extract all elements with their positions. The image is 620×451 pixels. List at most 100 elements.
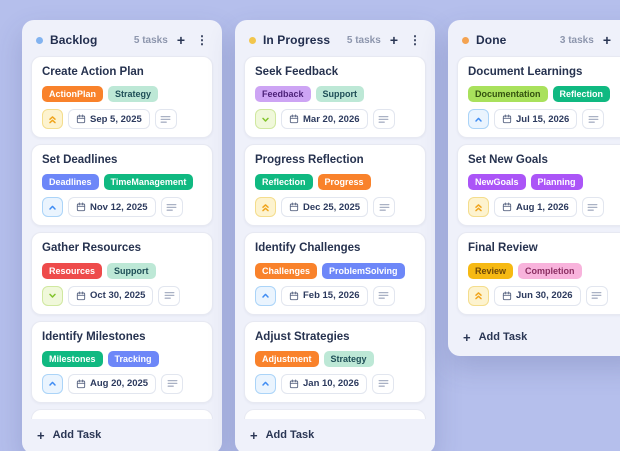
task-card[interactable]: Set Deadlines Deadlines TimeManagement No… [31,144,213,227]
priority-high-chip[interactable] [42,109,63,130]
tag-list: Resources Support [42,262,202,279]
card-list: Seek Feedback Feedback Support Mar 20, 20… [244,56,426,419]
due-date: Dec 25, 2025 [303,201,361,213]
description-button[interactable] [581,197,604,218]
notes-icon [378,379,389,388]
tag: Reflection [552,86,611,103]
description-button[interactable] [372,373,394,394]
tag-list: Adjustment Strategy [255,350,415,367]
priority-low-chip[interactable] [42,285,63,306]
task-card[interactable]: Document Learnings Documentation Reflecti… [457,56,620,139]
task-card[interactable]: Adjust Strategies Adjustment Strategy Jan… [244,320,426,403]
due-date-chip[interactable]: Jul 15, 2026 [494,109,578,130]
calendar-icon [76,202,86,212]
tag: ActionPlan [42,86,104,103]
chevron-up-icon [262,382,269,387]
notes-icon [160,115,171,124]
column-menu-button[interactable]: ⋮ [409,33,421,47]
priority-high-chip[interactable] [255,197,276,218]
due-date-chip[interactable]: Oct 30, 2025 [68,285,154,306]
due-date-chip[interactable]: Sep 5, 2025 [68,109,150,130]
tag: Completion [518,262,582,279]
due-date-chip[interactable]: Dec 25, 2025 [281,197,369,218]
task-card[interactable]: Set New Goals NewGoals Planning Aug 1, 20… [457,144,620,227]
description-button[interactable] [585,285,608,306]
column-task-count: 5 tasks [346,34,381,46]
due-date-chip[interactable]: Nov 12, 2025 [68,197,156,218]
tag: Deadlines [42,174,99,191]
task-card[interactable]: Progress Reflection Reflection Progress D… [244,144,426,227]
priority-medium-chip[interactable] [468,109,489,130]
card-meta: Mar 20, 2026 [255,109,415,130]
description-button[interactable] [161,373,184,394]
tag: Documentation [468,86,548,103]
due-date: Oct 30, 2025 [90,290,146,302]
add-card-button[interactable]: + [176,32,185,48]
card-meta: Jun 30, 2026 [468,285,620,306]
card-title: Set New Goals [468,154,548,167]
task-card[interactable]: Create Action Plan ActionPlan Strategy Se… [31,56,213,139]
card-meta: Dec 25, 2025 [255,197,415,218]
calendar-icon [289,291,299,301]
task-card[interactable]: Final Review Review Completion Jun 30, 20… [457,232,620,315]
priority-low-chip[interactable] [255,109,276,130]
add-task-label: Add Task [52,429,102,442]
task-card[interactable]: Gather Resources Resources Support Oct 30… [31,232,213,315]
card-title: Seek Feedback [255,66,339,78]
priority-high-chip[interactable] [468,285,489,306]
column-header: In Progress 5 tasks + ⋮ [244,29,426,56]
calendar-icon [76,379,86,389]
description-button[interactable] [160,197,183,218]
tag: Reflection [255,174,313,191]
card-meta: Oct 30, 2025 [42,285,202,306]
card-title: Identify Milestones [42,330,146,343]
column-menu-button[interactable]: ⋮ [196,33,208,47]
priority-high-chip[interactable] [468,197,489,218]
add-task-button[interactable]: + Add Task [457,321,620,350]
description-button[interactable] [373,197,396,218]
calendar-icon [76,114,86,124]
partial-card[interactable] [244,408,426,419]
description-button[interactable] [582,109,605,130]
card-meta: Sep 5, 2025 [42,109,202,130]
task-card[interactable]: Identify Challenges Challenges ProblemSol… [244,232,426,315]
column-title: In Progress [263,33,331,47]
task-card[interactable]: Seek Feedback Feedback Support Mar 20, 20… [244,56,426,139]
due-date: Jul 15, 2026 [516,113,570,125]
description-button[interactable] [158,285,181,306]
description-button[interactable] [372,285,395,306]
due-date-chip[interactable]: Mar 20, 2026 [281,109,368,130]
add-task-button[interactable]: + Add Task [244,419,426,448]
add-task-button[interactable]: + Add Task [31,419,213,448]
priority-medium-chip[interactable] [42,197,63,218]
column-status-dot [249,36,256,44]
card-list: Document Learnings Documentation Reflecti… [457,56,620,315]
partial-card[interactable] [31,408,213,419]
due-date-chip[interactable]: Aug 20, 2025 [68,373,157,394]
chevron-down-icon [49,293,56,298]
add-card-button[interactable]: + [602,32,611,48]
calendar-icon [502,202,512,212]
due-date-chip[interactable]: Aug 1, 2026 [494,197,577,218]
add-card-button[interactable]: + [389,32,398,48]
tag: Progress [317,174,371,191]
calendar-icon [502,114,512,124]
priority-medium-chip[interactable] [255,373,276,394]
due-date-chip[interactable]: Jun 30, 2026 [494,285,581,306]
calendar-icon [502,291,512,301]
priority-medium-chip[interactable] [42,373,63,394]
card-meta: Aug 20, 2025 [42,373,202,394]
priority-medium-chip[interactable] [255,285,276,306]
card-meta: Aug 1, 2026 [468,197,620,218]
notes-icon [378,291,389,300]
due-date-chip[interactable]: Jan 10, 2026 [281,373,367,394]
due-date-chip[interactable]: Feb 15, 2026 [281,285,368,306]
card-meta: Jan 10, 2026 [255,373,415,394]
add-task-label: Add Task [478,331,528,344]
tag-list: Documentation Reflection [468,86,620,103]
description-button[interactable] [154,109,177,130]
description-button[interactable] [372,109,395,130]
tag-list: Feedback Support [255,86,415,103]
task-card[interactable]: Identify Milestones Milestones Tracking A… [31,320,213,403]
